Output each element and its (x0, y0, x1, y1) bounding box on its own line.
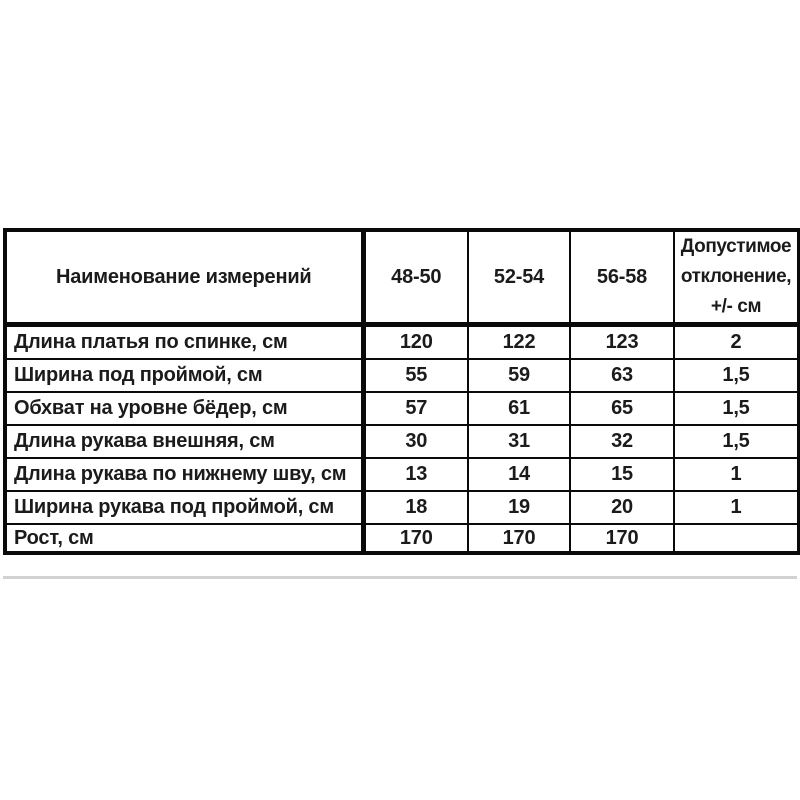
value-cell: 13 (362, 457, 469, 492)
value-cell: 14 (467, 457, 571, 492)
value-cell: 59 (467, 358, 571, 393)
measurement-name-cell: Длина рукава внешняя, см (4, 424, 366, 459)
table-row: Длина платья по спинке, см 120 122 123 2 (4, 323, 800, 360)
tolerance-cell: 1 (673, 457, 800, 492)
measurement-name-cell: Обхват на уровне бёдер, см (4, 391, 366, 426)
tolerance-cell: 2 (673, 323, 800, 360)
column-header-measurement-name: Наименование измерений (4, 229, 366, 327)
header-row: Наименование измерений 48-50 52-54 56-58… (4, 229, 800, 327)
value-cell: 30 (362, 424, 469, 459)
value-cell: 18 (362, 490, 469, 525)
tolerance-cell: 1,5 (673, 424, 800, 459)
value-cell: 122 (467, 323, 571, 360)
column-header-size-52-54: 52-54 (467, 229, 571, 327)
tolerance-cell: 1,5 (673, 358, 800, 393)
value-cell: 63 (569, 358, 675, 393)
table-row: Рост, см 170 170 170 (4, 523, 800, 554)
column-header-size-56-58: 56-58 (569, 229, 675, 327)
column-header-tolerance: Допустимое отклонение, +/- см (673, 229, 800, 327)
measurement-name-cell: Ширина под проймой, см (4, 358, 366, 393)
value-cell: 65 (569, 391, 675, 426)
value-cell: 20 (569, 490, 675, 525)
column-header-size-48-50: 48-50 (362, 229, 469, 327)
value-cell: 55 (362, 358, 469, 393)
value-cell: 31 (467, 424, 571, 459)
value-cell: 15 (569, 457, 675, 492)
table-bottom-shadow (3, 576, 797, 579)
table-row: Ширина рукава под проймой, см 18 19 20 1 (4, 490, 800, 525)
table-row: Обхват на уровне бёдер, см 57 61 65 1,5 (4, 391, 800, 426)
tolerance-cell: 1 (673, 490, 800, 525)
value-cell: 57 (362, 391, 469, 426)
value-cell: 170 (467, 523, 571, 554)
value-cell: 120 (362, 323, 469, 360)
measurement-name-cell: Длина рукава по нижнему шву, см (4, 457, 366, 492)
table-row: Длина рукава по нижнему шву, см 13 14 15… (4, 457, 800, 492)
measurement-name-cell: Длина платья по спинке, см (4, 323, 366, 360)
table-row: Ширина под проймой, см 55 59 63 1,5 (4, 358, 800, 393)
tolerance-cell (673, 523, 800, 554)
value-cell: 19 (467, 490, 571, 525)
size-chart-table: Наименование измерений 48-50 52-54 56-58… (3, 228, 800, 555)
value-cell: 170 (362, 523, 469, 554)
tolerance-cell: 1,5 (673, 391, 800, 426)
measurement-name-cell: Ширина рукава под проймой, см (4, 490, 366, 525)
measurement-name-cell: Рост, см (4, 523, 366, 554)
value-cell: 61 (467, 391, 571, 426)
value-cell: 170 (569, 523, 675, 554)
table-row: Длина рукава внешняя, см 30 31 32 1,5 (4, 424, 800, 459)
value-cell: 123 (569, 323, 675, 360)
value-cell: 32 (569, 424, 675, 459)
